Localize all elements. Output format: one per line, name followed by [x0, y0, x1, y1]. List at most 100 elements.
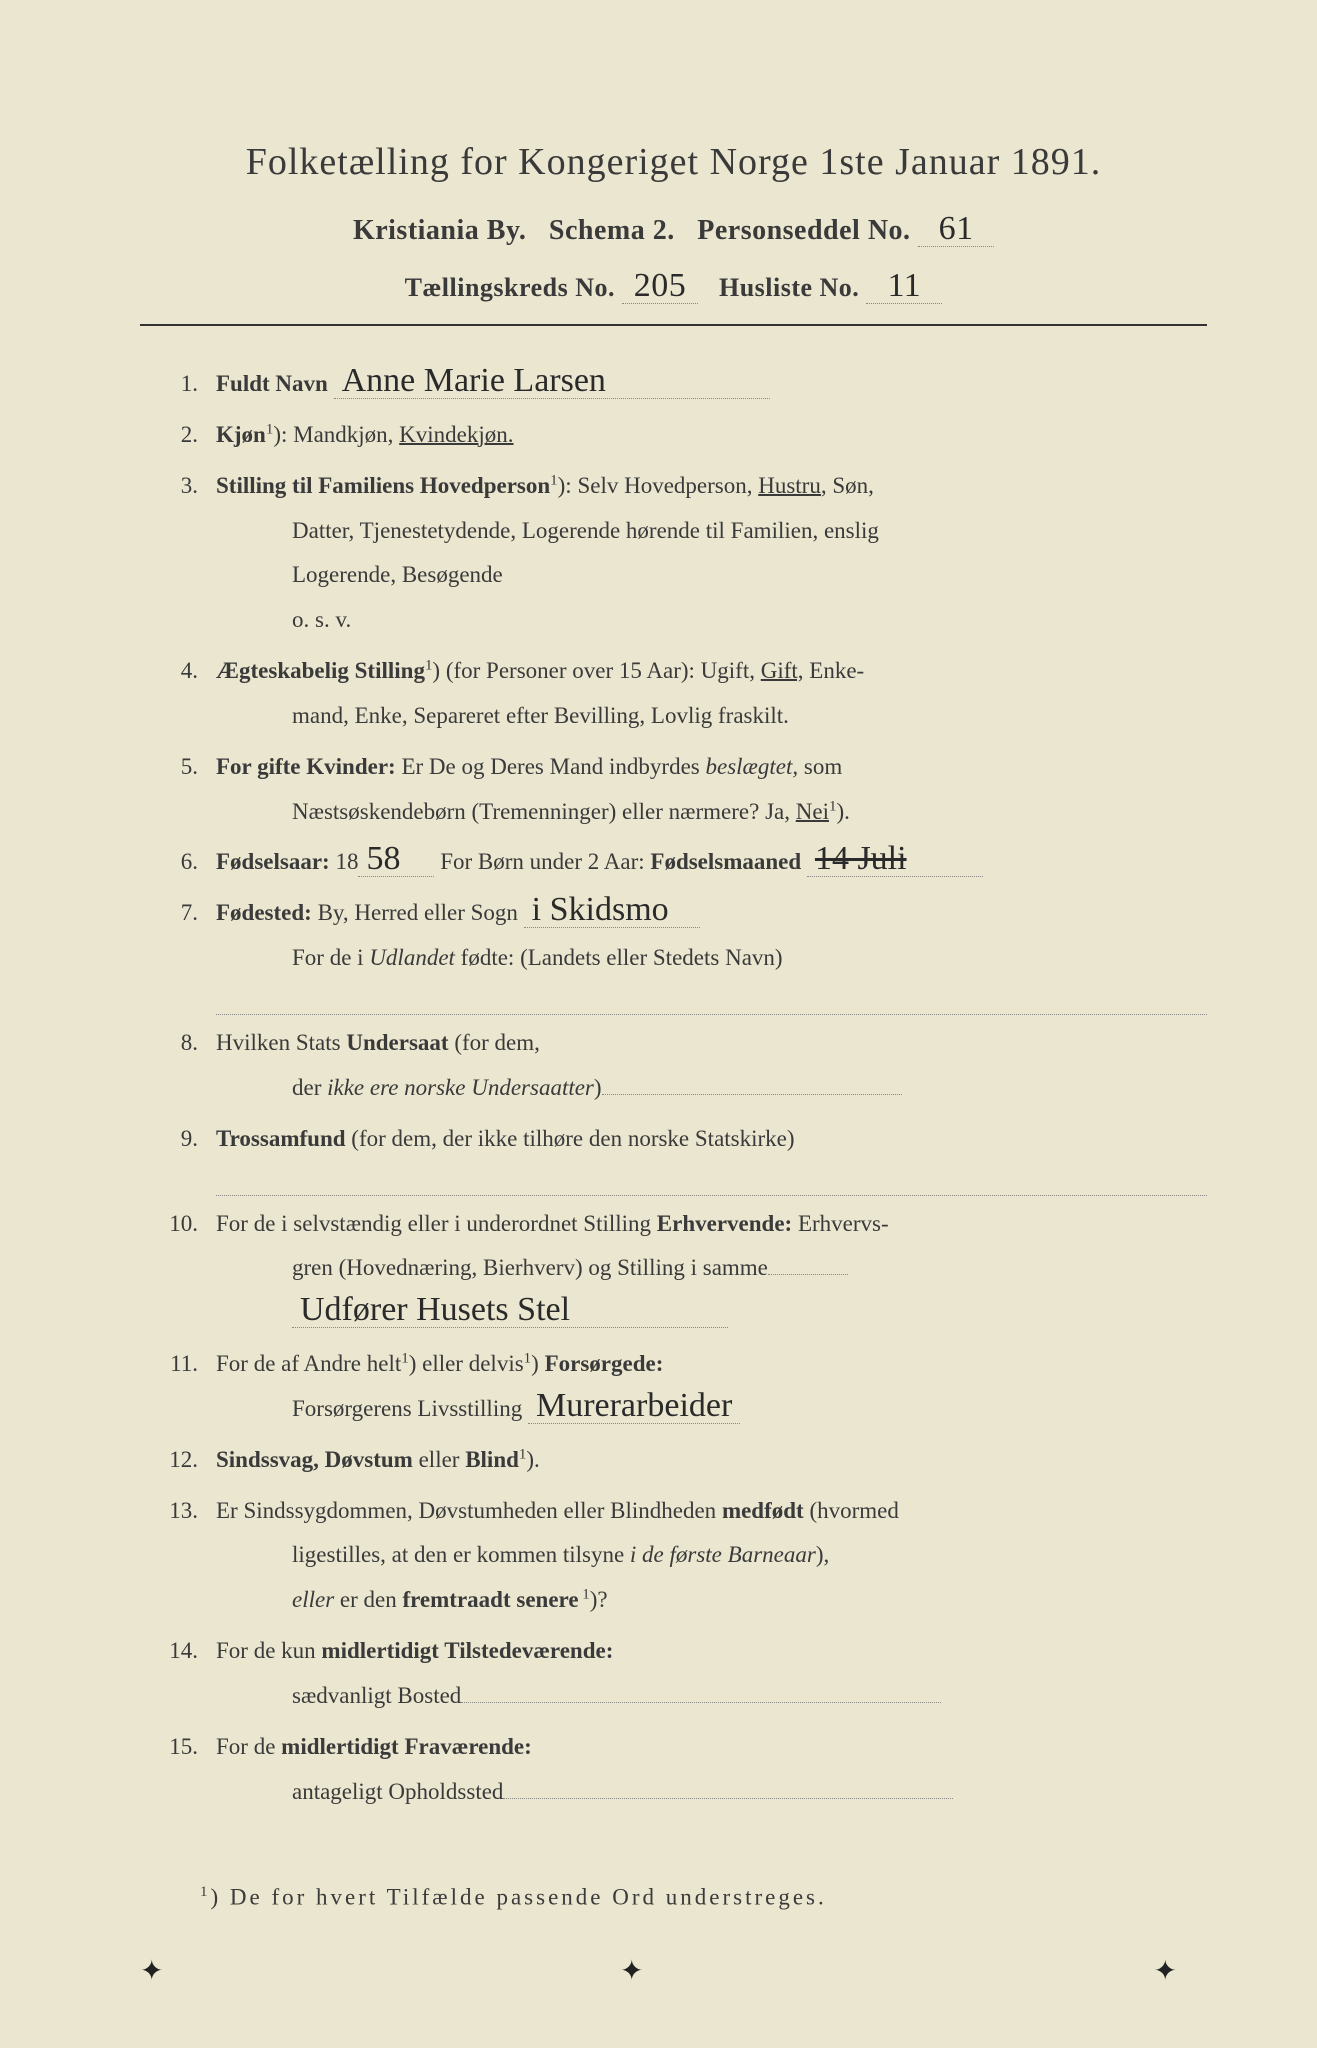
- field-label: Undersaat: [346, 1030, 448, 1055]
- form-entries: 1. Fuldt Navn Anne Marie Larsen 2. Kjøn1…: [140, 362, 1207, 1814]
- field-label: Erhvervende:: [657, 1211, 792, 1236]
- kreds-no-value: 205: [622, 269, 698, 304]
- field-text: Er De og Deres Mand indbyrdes: [396, 754, 706, 779]
- field-text: By, Herred eller Sogn: [312, 900, 518, 925]
- field-label: fremtraadt senere: [402, 1587, 578, 1612]
- field-14-temp-present: 14. For de kun midlertidigt Tilstedevære…: [140, 1629, 1207, 1719]
- field-text: ),: [816, 1542, 829, 1567]
- field-1-name: 1. Fuldt Navn Anne Marie Larsen: [140, 362, 1207, 407]
- field-text: ) (for Personer over 15 Aar): Ugift,: [432, 658, 760, 683]
- blank-line: [216, 991, 1207, 1015]
- kreds-label: Tællingskreds No.: [405, 273, 615, 302]
- field-text: eller: [413, 1447, 465, 1472]
- field-text: Enke-: [804, 658, 865, 683]
- field-12-disability: 12. Sindssvag, Døvstum eller Blind1).: [140, 1438, 1207, 1483]
- field-number: 1.: [140, 362, 216, 407]
- field-text: For de i: [292, 945, 369, 970]
- field-line: Udfører Husets Stel: [216, 1291, 1207, 1336]
- tick-mark-icon: ✦: [1154, 1954, 1177, 1988]
- field-label: medfødt: [722, 1498, 804, 1523]
- field-4-marital: 4. Ægteskabelig Stilling1) (for Personer…: [140, 649, 1207, 739]
- field-text: For de kun: [216, 1638, 321, 1663]
- field-label: Forsørgede:: [545, 1351, 664, 1376]
- field-text: For de: [216, 1734, 281, 1759]
- field-text: ).: [526, 1447, 539, 1472]
- field-line: Forsørgerens Livsstilling Murerarbeider: [216, 1387, 1207, 1432]
- field-text: ): [531, 1351, 544, 1376]
- field-10-occupation: 10. For de i selvstændig eller i underor…: [140, 1202, 1207, 1337]
- field-label: Fødselsmaaned: [650, 849, 801, 874]
- field-number: 14.: [140, 1629, 216, 1719]
- tick-mark-icon: ✦: [620, 1954, 643, 1988]
- field-line: Datter, Tjenestetydende, Logerende høren…: [216, 509, 1207, 554]
- birth-year-value: 58: [358, 842, 434, 877]
- field-text: ).: [836, 799, 849, 824]
- husliste-no-value: 11: [866, 269, 942, 304]
- personseddel-label: Personseddel No.: [697, 215, 910, 246]
- field-9-religion: 9. Trossamfund (for dem, der ikke tilhør…: [140, 1117, 1207, 1196]
- full-name-value: Anne Marie Larsen: [334, 364, 770, 399]
- field-text: Er Sindssygdommen, Døvstumheden eller Bl…: [216, 1498, 722, 1523]
- field-number: 9.: [140, 1117, 216, 1196]
- field-line: sædvanligt Bosted: [216, 1674, 1207, 1719]
- field-line: gren (Hovednæring, Bierhverv) og Stillin…: [216, 1246, 1207, 1291]
- form-header: Folketælling for Kongeriget Norge 1ste J…: [140, 140, 1207, 304]
- field-label: Ægteskabelig Stilling: [216, 658, 425, 683]
- field-number: 4.: [140, 649, 216, 739]
- field-5-married-women: 5. For gifte Kvinder: Er De og Deres Man…: [140, 745, 1207, 835]
- field-text: antageligt Opholdssted: [292, 1779, 503, 1804]
- field-number: 6.: [140, 840, 216, 885]
- field-line: mand, Enke, Separeret efter Bevilling, L…: [216, 694, 1207, 739]
- field-text: Søn,: [827, 473, 874, 498]
- schema-label: Schema 2.: [549, 215, 675, 246]
- field-line: Logerende, Besøgende: [216, 553, 1207, 598]
- field-text: For Børn under 2 Aar:: [434, 849, 650, 874]
- field-number: 13.: [140, 1489, 216, 1624]
- footnote: 1) De for hvert Tilfælde passende Ord un…: [140, 1884, 1207, 1911]
- field-number: 7.: [140, 891, 216, 1015]
- field-line: For de i Udlandet fødte: (Landets eller …: [216, 936, 1207, 981]
- field-number: 11.: [140, 1342, 216, 1432]
- selected-relation: Hustru,: [758, 473, 826, 498]
- field-number: 10.: [140, 1202, 216, 1337]
- field-italic: eller: [292, 1587, 334, 1612]
- field-number: 8.: [140, 1021, 216, 1111]
- field-line: der ikke ere norske Undersaatter): [216, 1066, 1207, 1111]
- field-text: Erhvervs-: [792, 1211, 888, 1236]
- field-text: 18: [330, 849, 359, 874]
- field-text: ) eller delvis: [409, 1351, 524, 1376]
- field-3-relation: 3. Stilling til Familiens Hovedperson1):…: [140, 464, 1207, 643]
- field-text: For de i selvstændig eller i underordnet…: [216, 1211, 657, 1236]
- field-15-temp-absent: 15. For de midlertidigt Fraværende: anta…: [140, 1725, 1207, 1815]
- field-text: ): [594, 1075, 602, 1100]
- field-number: 12.: [140, 1438, 216, 1483]
- field-italic: beslægtet,: [705, 754, 798, 779]
- city-label: Kristiania By.: [353, 215, 526, 246]
- occupation-value: Udfører Husets Stel: [292, 1293, 728, 1328]
- field-italic: Udlandet: [369, 945, 455, 970]
- footnote-marker: 1: [200, 1884, 210, 1900]
- field-text: For de af Andre helt: [216, 1351, 401, 1376]
- field-label: Fødested:: [216, 900, 312, 925]
- blank-line: [768, 1251, 848, 1275]
- header-rule: [140, 324, 1207, 326]
- field-italic: i de første Barneaar: [630, 1542, 816, 1567]
- supporter-occupation-value: Murerarbeider: [528, 1389, 740, 1424]
- blank-line: [461, 1679, 941, 1703]
- field-label: Stilling til Familiens Hovedperson: [216, 473, 550, 498]
- selected-marital: Gift,: [761, 658, 804, 683]
- field-text: (hvormed: [804, 1498, 899, 1523]
- field-number: 5.: [140, 745, 216, 835]
- census-form-page: Folketælling for Kongeriget Norge 1ste J…: [0, 0, 1317, 2048]
- field-text: gren (Hovednæring, Bierhverv) og Stillin…: [292, 1255, 768, 1280]
- field-text: ligestilles, at den er kommen tilsyne: [292, 1542, 630, 1567]
- field-text: der: [292, 1075, 327, 1100]
- field-number: 2.: [140, 413, 216, 458]
- field-label: Fuldt Navn: [216, 371, 328, 396]
- field-label: Trossamfund: [216, 1126, 346, 1151]
- field-line: Næstsøskendebørn (Tremenninger) eller næ…: [216, 790, 1207, 835]
- field-text: som: [798, 754, 842, 779]
- subtitle-line-1: Kristiania By. Schema 2. Personseddel No…: [140, 212, 1207, 247]
- field-label: midlertidigt Fraværende:: [281, 1734, 532, 1759]
- subtitle-line-2: Tællingskreds No. 205 Husliste No. 11: [140, 269, 1207, 304]
